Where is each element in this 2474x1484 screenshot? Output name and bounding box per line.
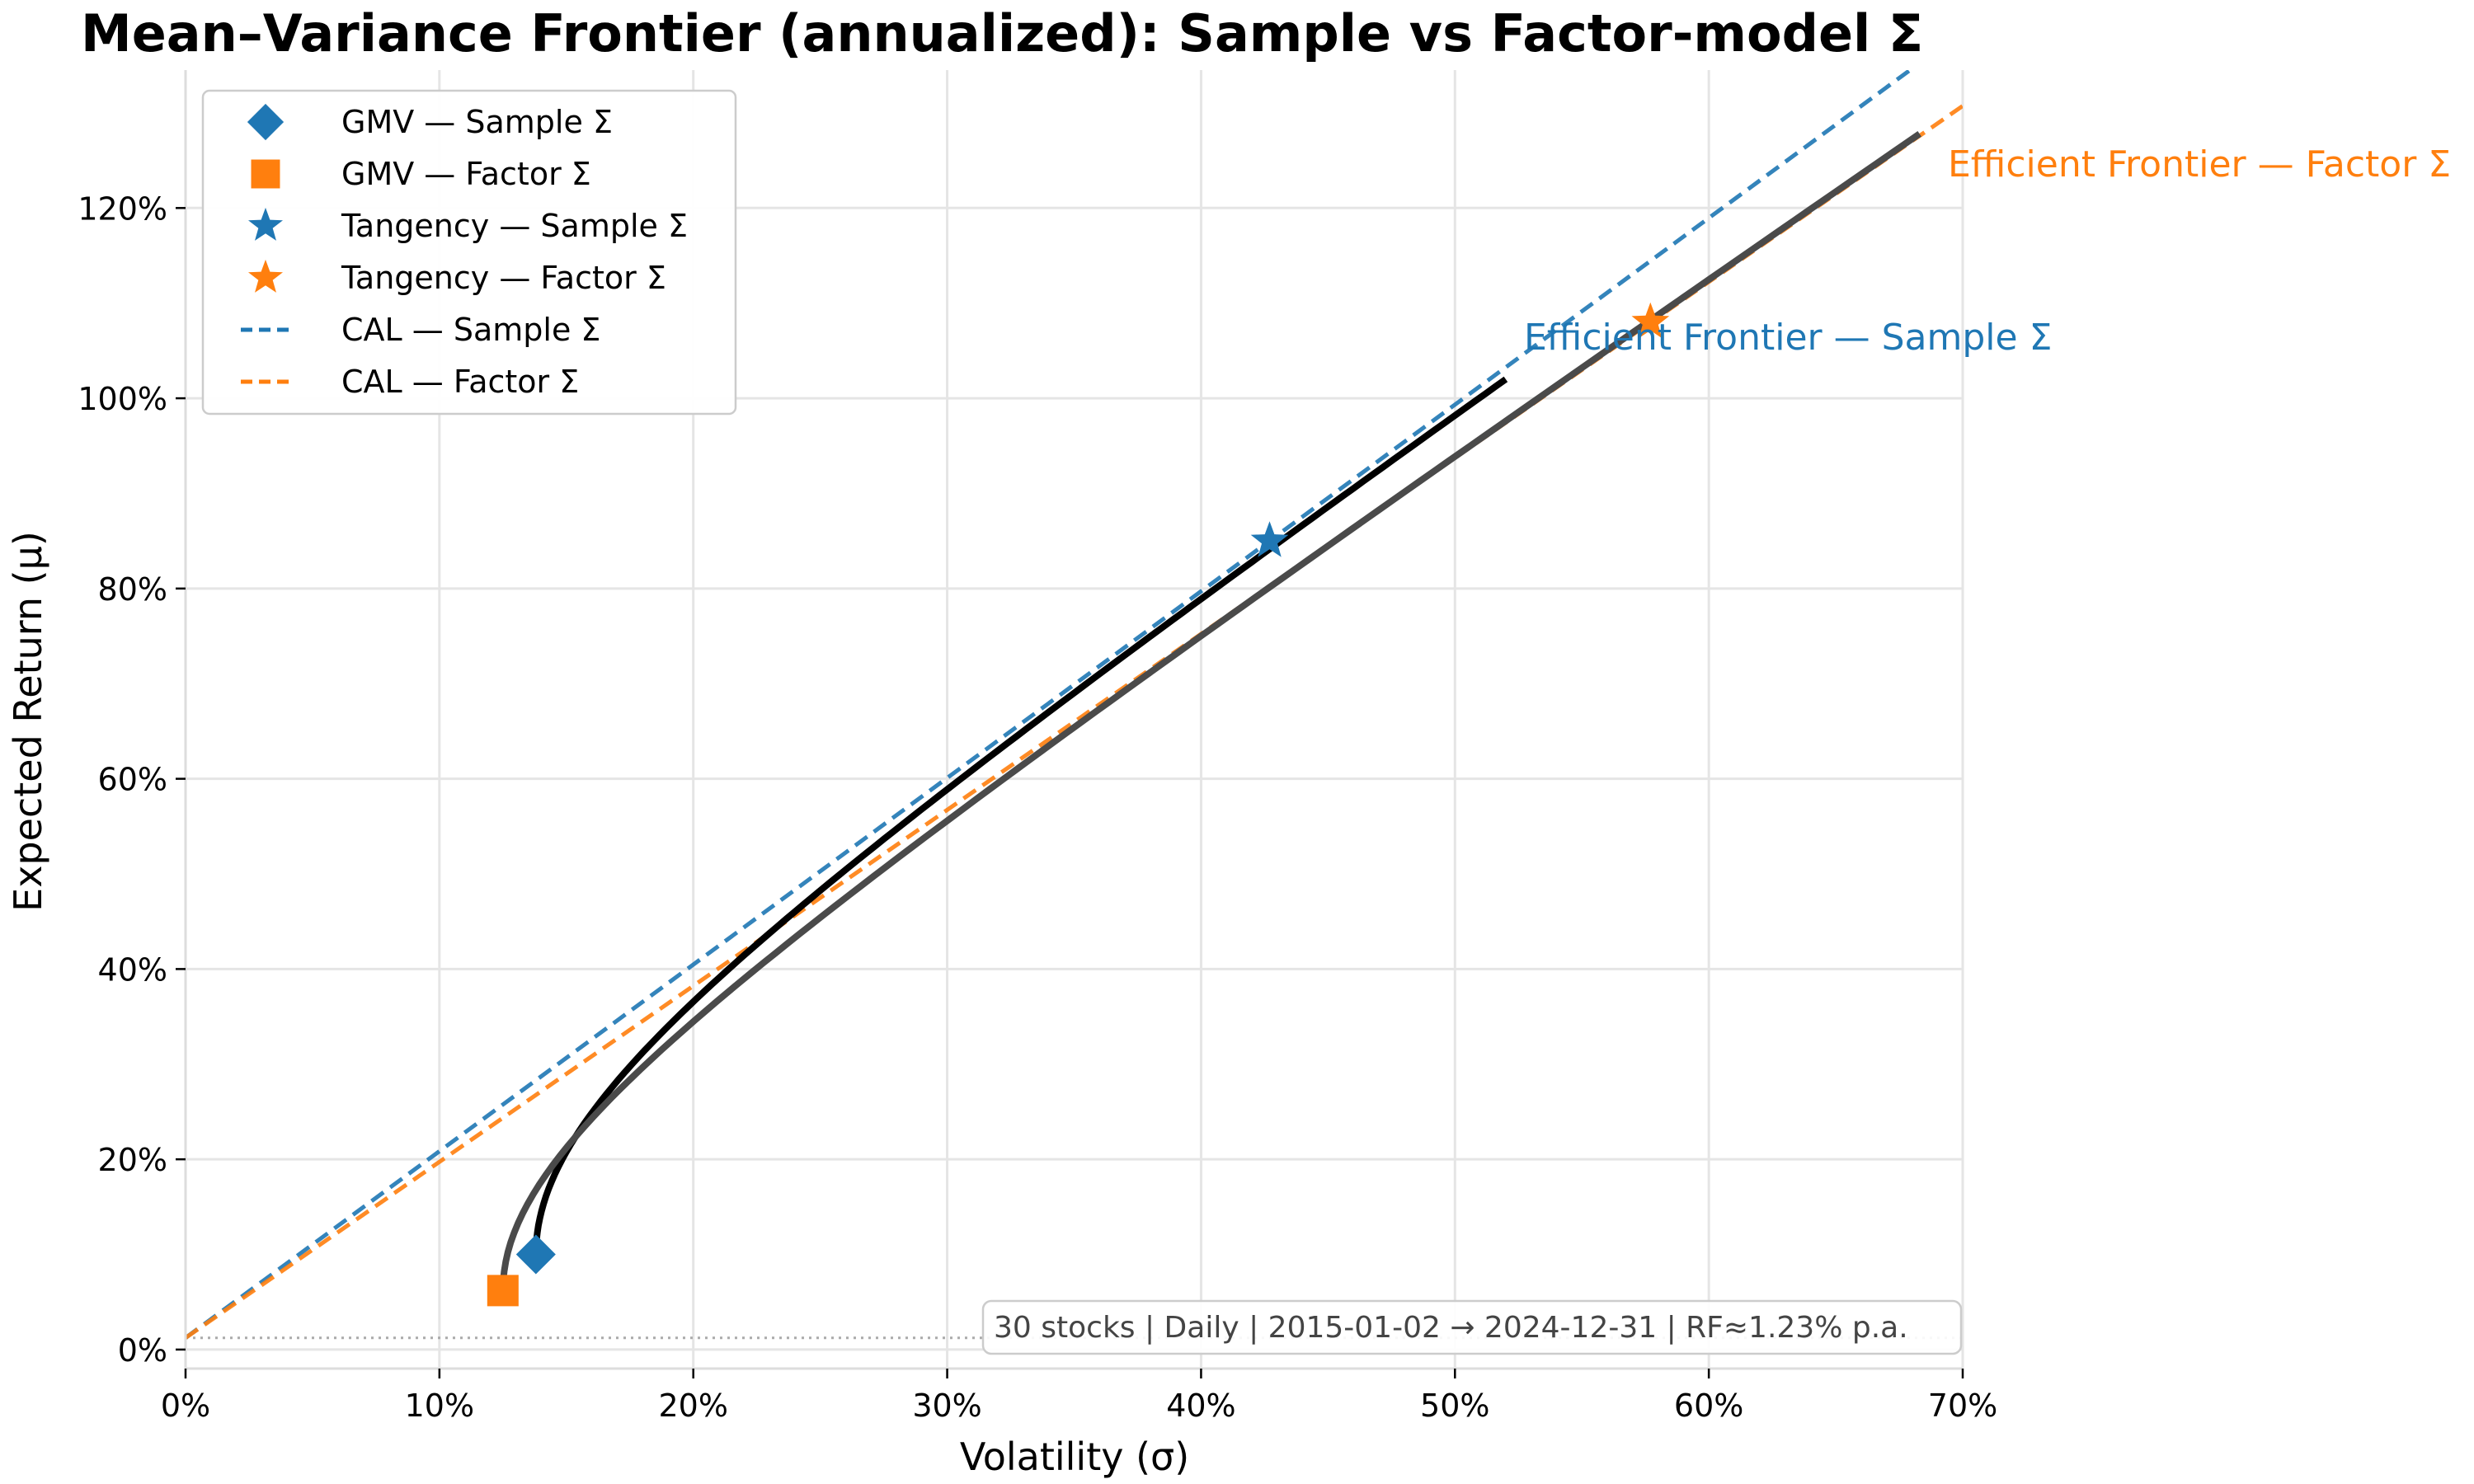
markers bbox=[487, 302, 1670, 1307]
gmv-sample-marker bbox=[515, 1234, 556, 1275]
legend-marker bbox=[251, 159, 280, 189]
annotation-box: 30 stocks | Daily | 2015-01-02 → 2024-12… bbox=[981, 1299, 1963, 1355]
gmv-factor-marker bbox=[487, 1275, 519, 1307]
legend-item-label: Tangency — Sample Σ bbox=[341, 208, 688, 244]
legend-item-label: Tangency — Factor Σ bbox=[341, 260, 666, 296]
legend-item-label: GMV — Sample Σ bbox=[341, 104, 613, 140]
curve-labels: Efficient Frontier — Sample Σ Efficient F… bbox=[1524, 143, 2451, 359]
y-tick-label: 0% bbox=[118, 1332, 167, 1369]
legend-marker bbox=[248, 259, 283, 293]
y-tick-label: 60% bbox=[98, 762, 167, 798]
frontier-label-sample: Efficient Frontier — Sample Σ bbox=[1524, 317, 2052, 359]
grid bbox=[184, 70, 1964, 1369]
legend-item-label: GMV — Factor Σ bbox=[341, 156, 591, 192]
frontier-curve-factor bbox=[499, 131, 1921, 1291]
annotation-box-bg bbox=[981, 1299, 1963, 1355]
x-tick-label: 50% bbox=[1420, 1388, 1489, 1424]
x-axis-label: Volatility (σ) bbox=[960, 1435, 1189, 1479]
x-tick-label: 30% bbox=[912, 1388, 981, 1424]
y-tick-label: 20% bbox=[98, 1142, 167, 1178]
frontier-label-factor: Efficient Frontier — Factor Σ bbox=[1948, 143, 2451, 186]
y-tick-label: 80% bbox=[98, 571, 167, 608]
ticks: 0% 10% 20% 30% 40% 50% 60% 70% 0% 20% 40% 60% 80% 100… bbox=[78, 190, 1997, 1424]
x-tick-label: 0% bbox=[161, 1388, 210, 1424]
legend-item-label: CAL — Sample Σ bbox=[341, 312, 600, 348]
x-tick-label: 70% bbox=[1928, 1388, 1997, 1424]
x-tick-label: 20% bbox=[658, 1388, 727, 1424]
cal-line-sample bbox=[186, 70, 1914, 1340]
legend: GMV — Sample Σ GMV — Factor Σ Tangency — S… bbox=[201, 89, 737, 416]
legend-item-label: CAL — Factor Σ bbox=[341, 364, 579, 400]
y-tick-label: 100% bbox=[78, 381, 167, 417]
axes-frame bbox=[184, 70, 1963, 1370]
frontier-curve-sample bbox=[532, 376, 1508, 1255]
y-axis-label: Expected Return (μ) bbox=[6, 531, 50, 912]
x-tick-label: 40% bbox=[1166, 1388, 1235, 1424]
legend-box bbox=[201, 89, 737, 416]
annotation-text: 30 stocks | Daily | 2015-01-02 → 2024-12… bbox=[994, 1311, 1908, 1345]
x-tick-label: 10% bbox=[405, 1388, 474, 1424]
legend-marker bbox=[247, 103, 285, 141]
x-tick-label: 60% bbox=[1674, 1388, 1743, 1424]
chart-title: Mean–Variance Frontier (annualized): Sam… bbox=[81, 3, 1923, 63]
y-tick-label: 40% bbox=[98, 951, 167, 988]
frontier-curves bbox=[499, 131, 1921, 1291]
tangency-factor-marker bbox=[1631, 302, 1670, 339]
legend-marker bbox=[248, 207, 283, 241]
y-tick-label: 120% bbox=[78, 190, 167, 227]
tangency-sample-marker bbox=[1250, 521, 1289, 557]
